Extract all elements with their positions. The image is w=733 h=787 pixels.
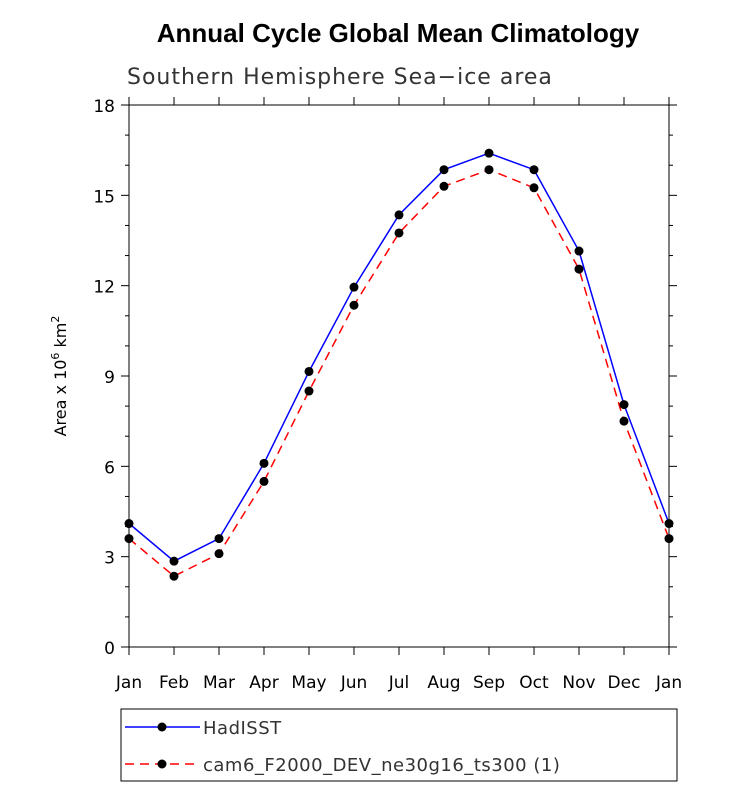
y-tick-label: 0 <box>104 639 115 659</box>
data-point-series-0 <box>124 519 134 529</box>
legend-label-hadisst: HadISST <box>203 718 282 739</box>
plot-frame <box>128 104 670 648</box>
data-point-series-0 <box>214 534 224 544</box>
series-layer <box>124 148 674 581</box>
legend: HadISST cam6_F2000_DEV_ne30g16_ts300 (1) <box>120 708 678 782</box>
chart-title: Annual Cycle Global Mean Climatology <box>157 18 640 48</box>
x-tick-label: Jun <box>340 673 368 693</box>
legend-box <box>120 708 678 782</box>
data-point-series-0 <box>619 400 629 410</box>
ticks: 0 3 6 9 12 15 18 Jan Feb Mar Apr May Jun Jul Aug Sep Oct… <box>93 97 682 693</box>
y-tick-label: 15 <box>93 187 115 207</box>
data-point-series-0 <box>439 165 449 175</box>
data-point-series-1 <box>214 549 224 559</box>
x-tick-label: Jan <box>115 673 142 693</box>
data-point-series-1 <box>484 165 494 175</box>
x-tick-label: Aug <box>427 673 460 693</box>
data-point-series-1 <box>259 476 269 486</box>
data-point-series-1 <box>664 534 674 544</box>
x-tick-label: Jul <box>388 673 410 693</box>
data-point-series-0 <box>574 246 584 256</box>
x-tick-label: Jan <box>655 673 682 693</box>
y-axis-label-main: Area x 10 <box>51 360 70 437</box>
y-axis-label-unit-exponent: 2 <box>49 316 62 323</box>
y-tick-label: 3 <box>104 549 115 569</box>
data-point-series-0 <box>169 556 179 566</box>
axes <box>128 104 670 648</box>
x-tick-label: Sep <box>473 673 505 693</box>
legend-label-cam6: cam6_F2000_DEV_ne30g16_ts300 (1) <box>203 755 560 776</box>
data-point-series-0 <box>664 519 674 529</box>
data-point-series-1 <box>304 386 314 396</box>
data-point-series-0 <box>394 210 404 220</box>
data-point-series-0 <box>529 165 539 175</box>
data-point-series-0 <box>349 282 359 292</box>
data-point-series-1 <box>439 181 449 191</box>
data-point-series-1 <box>349 300 359 310</box>
x-tick-label: May <box>291 673 326 693</box>
data-point-series-0 <box>304 366 314 376</box>
x-tick-label: Dec <box>608 673 641 693</box>
x-tick-label: Apr <box>249 673 278 693</box>
x-tick-label: Feb <box>159 673 189 693</box>
y-axis-label-unit: km <box>51 323 70 348</box>
data-point-series-1 <box>574 264 584 274</box>
data-point-series-1 <box>124 534 134 544</box>
y-tick-label: 18 <box>93 97 115 117</box>
data-point-series-1 <box>394 228 404 238</box>
y-tick-label: 12 <box>93 278 115 298</box>
x-tick-label: Nov <box>562 673 595 693</box>
y-axis-label: Area x 106 km2 <box>49 316 70 437</box>
chart-subtitle: Southern Hemisphere Sea−ice area <box>127 65 553 90</box>
data-point-series-1 <box>169 571 179 581</box>
x-tick-label: Mar <box>203 673 235 693</box>
legend-marker-hadisst <box>157 722 167 732</box>
data-point-series-1 <box>619 416 629 426</box>
y-tick-label: 6 <box>104 458 115 478</box>
y-axis-label-exponent: 6 <box>49 353 62 360</box>
x-tick-label: Oct <box>519 673 549 693</box>
legend-marker-cam6 <box>157 759 167 769</box>
data-point-series-1 <box>529 183 539 193</box>
data-point-series-0 <box>259 458 269 468</box>
data-point-series-0 <box>484 148 494 158</box>
y-tick-label: 9 <box>104 368 115 388</box>
